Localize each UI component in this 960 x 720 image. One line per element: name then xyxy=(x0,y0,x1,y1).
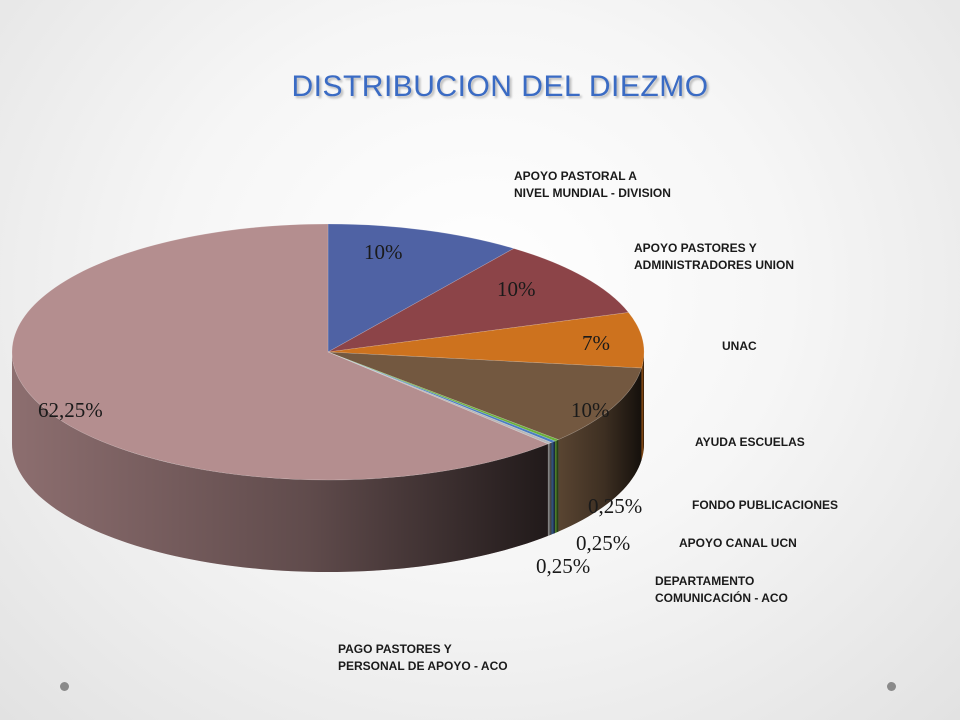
category-label-line: NIVEL MUNDIAL - DIVISION xyxy=(514,186,671,200)
pie-side-shade-5 xyxy=(551,441,555,535)
data-label-7: 62,25% xyxy=(38,398,103,422)
category-label-line: PAGO PASTORES Y xyxy=(338,642,452,656)
nav-dot-left xyxy=(60,682,69,691)
pie-side-shade-7 xyxy=(12,352,548,572)
data-label-1: 10% xyxy=(497,277,536,301)
category-label-5: APOYO CANAL UCN xyxy=(679,535,797,552)
pie-slice-0 xyxy=(327,223,515,353)
data-label-0: 10% xyxy=(364,240,403,264)
category-label-line: ADMINISTRADORES UNION xyxy=(634,258,795,272)
category-label-line: FONDO PUBLICACIONES xyxy=(692,498,839,512)
pie-side-shade-2 xyxy=(641,352,644,461)
data-label-4: 0,25% xyxy=(588,494,643,518)
pie-slice-3 xyxy=(327,351,642,440)
nav-dot-right xyxy=(887,682,896,691)
pie-slice-5 xyxy=(327,351,556,443)
data-label-5: 0,25% xyxy=(576,531,631,555)
category-label-line: APOYO PASTORAL A xyxy=(514,169,637,183)
category-label-line: AYUDA ESCUELAS xyxy=(695,435,805,449)
category-label-3: AYUDA ESCUELAS xyxy=(695,434,805,451)
category-label-line: UNAC xyxy=(722,339,757,353)
pie-slice-1 xyxy=(327,248,630,353)
pie-side-shade-4 xyxy=(554,439,559,534)
category-label-4: FONDO PUBLICACIONES xyxy=(692,497,838,514)
pie-side-shade-3 xyxy=(558,368,642,532)
category-label-0: APOYO PASTORAL A NIVEL MUNDIAL - DIVISION xyxy=(514,168,671,202)
category-label-line: PERSONAL DE APOYO - ACO xyxy=(338,659,508,673)
category-label-line: APOYO PASTORES Y xyxy=(634,241,757,255)
chart-title: DISTRIBUCION DEL DIEZMO xyxy=(291,70,709,103)
pie-slice-6 xyxy=(327,351,553,445)
data-label-3: 10% xyxy=(571,398,610,422)
pie-slice-2 xyxy=(327,312,645,369)
data-label-6: 0,25% xyxy=(536,554,591,578)
data-label-2: 7% xyxy=(582,331,610,355)
category-label-6: DEPARTAMENTO COMUNICACIÓN - ACO xyxy=(655,573,788,607)
category-label-1: APOYO PASTORES Y ADMINISTRADORES UNION xyxy=(634,240,794,274)
pie-side-shade-6 xyxy=(547,442,552,536)
category-label-line: DEPARTAMENTO xyxy=(655,574,755,588)
category-label-line: APOYO CANAL UCN xyxy=(679,536,797,550)
category-label-line: COMUNICACIÓN - ACO xyxy=(655,591,788,605)
category-label-2: UNAC xyxy=(722,338,757,355)
category-label-7: PAGO PASTORES Y PERSONAL DE APOYO - ACO xyxy=(338,641,508,675)
pie-slice-7 xyxy=(11,223,549,481)
pie-slice-4 xyxy=(327,351,560,442)
